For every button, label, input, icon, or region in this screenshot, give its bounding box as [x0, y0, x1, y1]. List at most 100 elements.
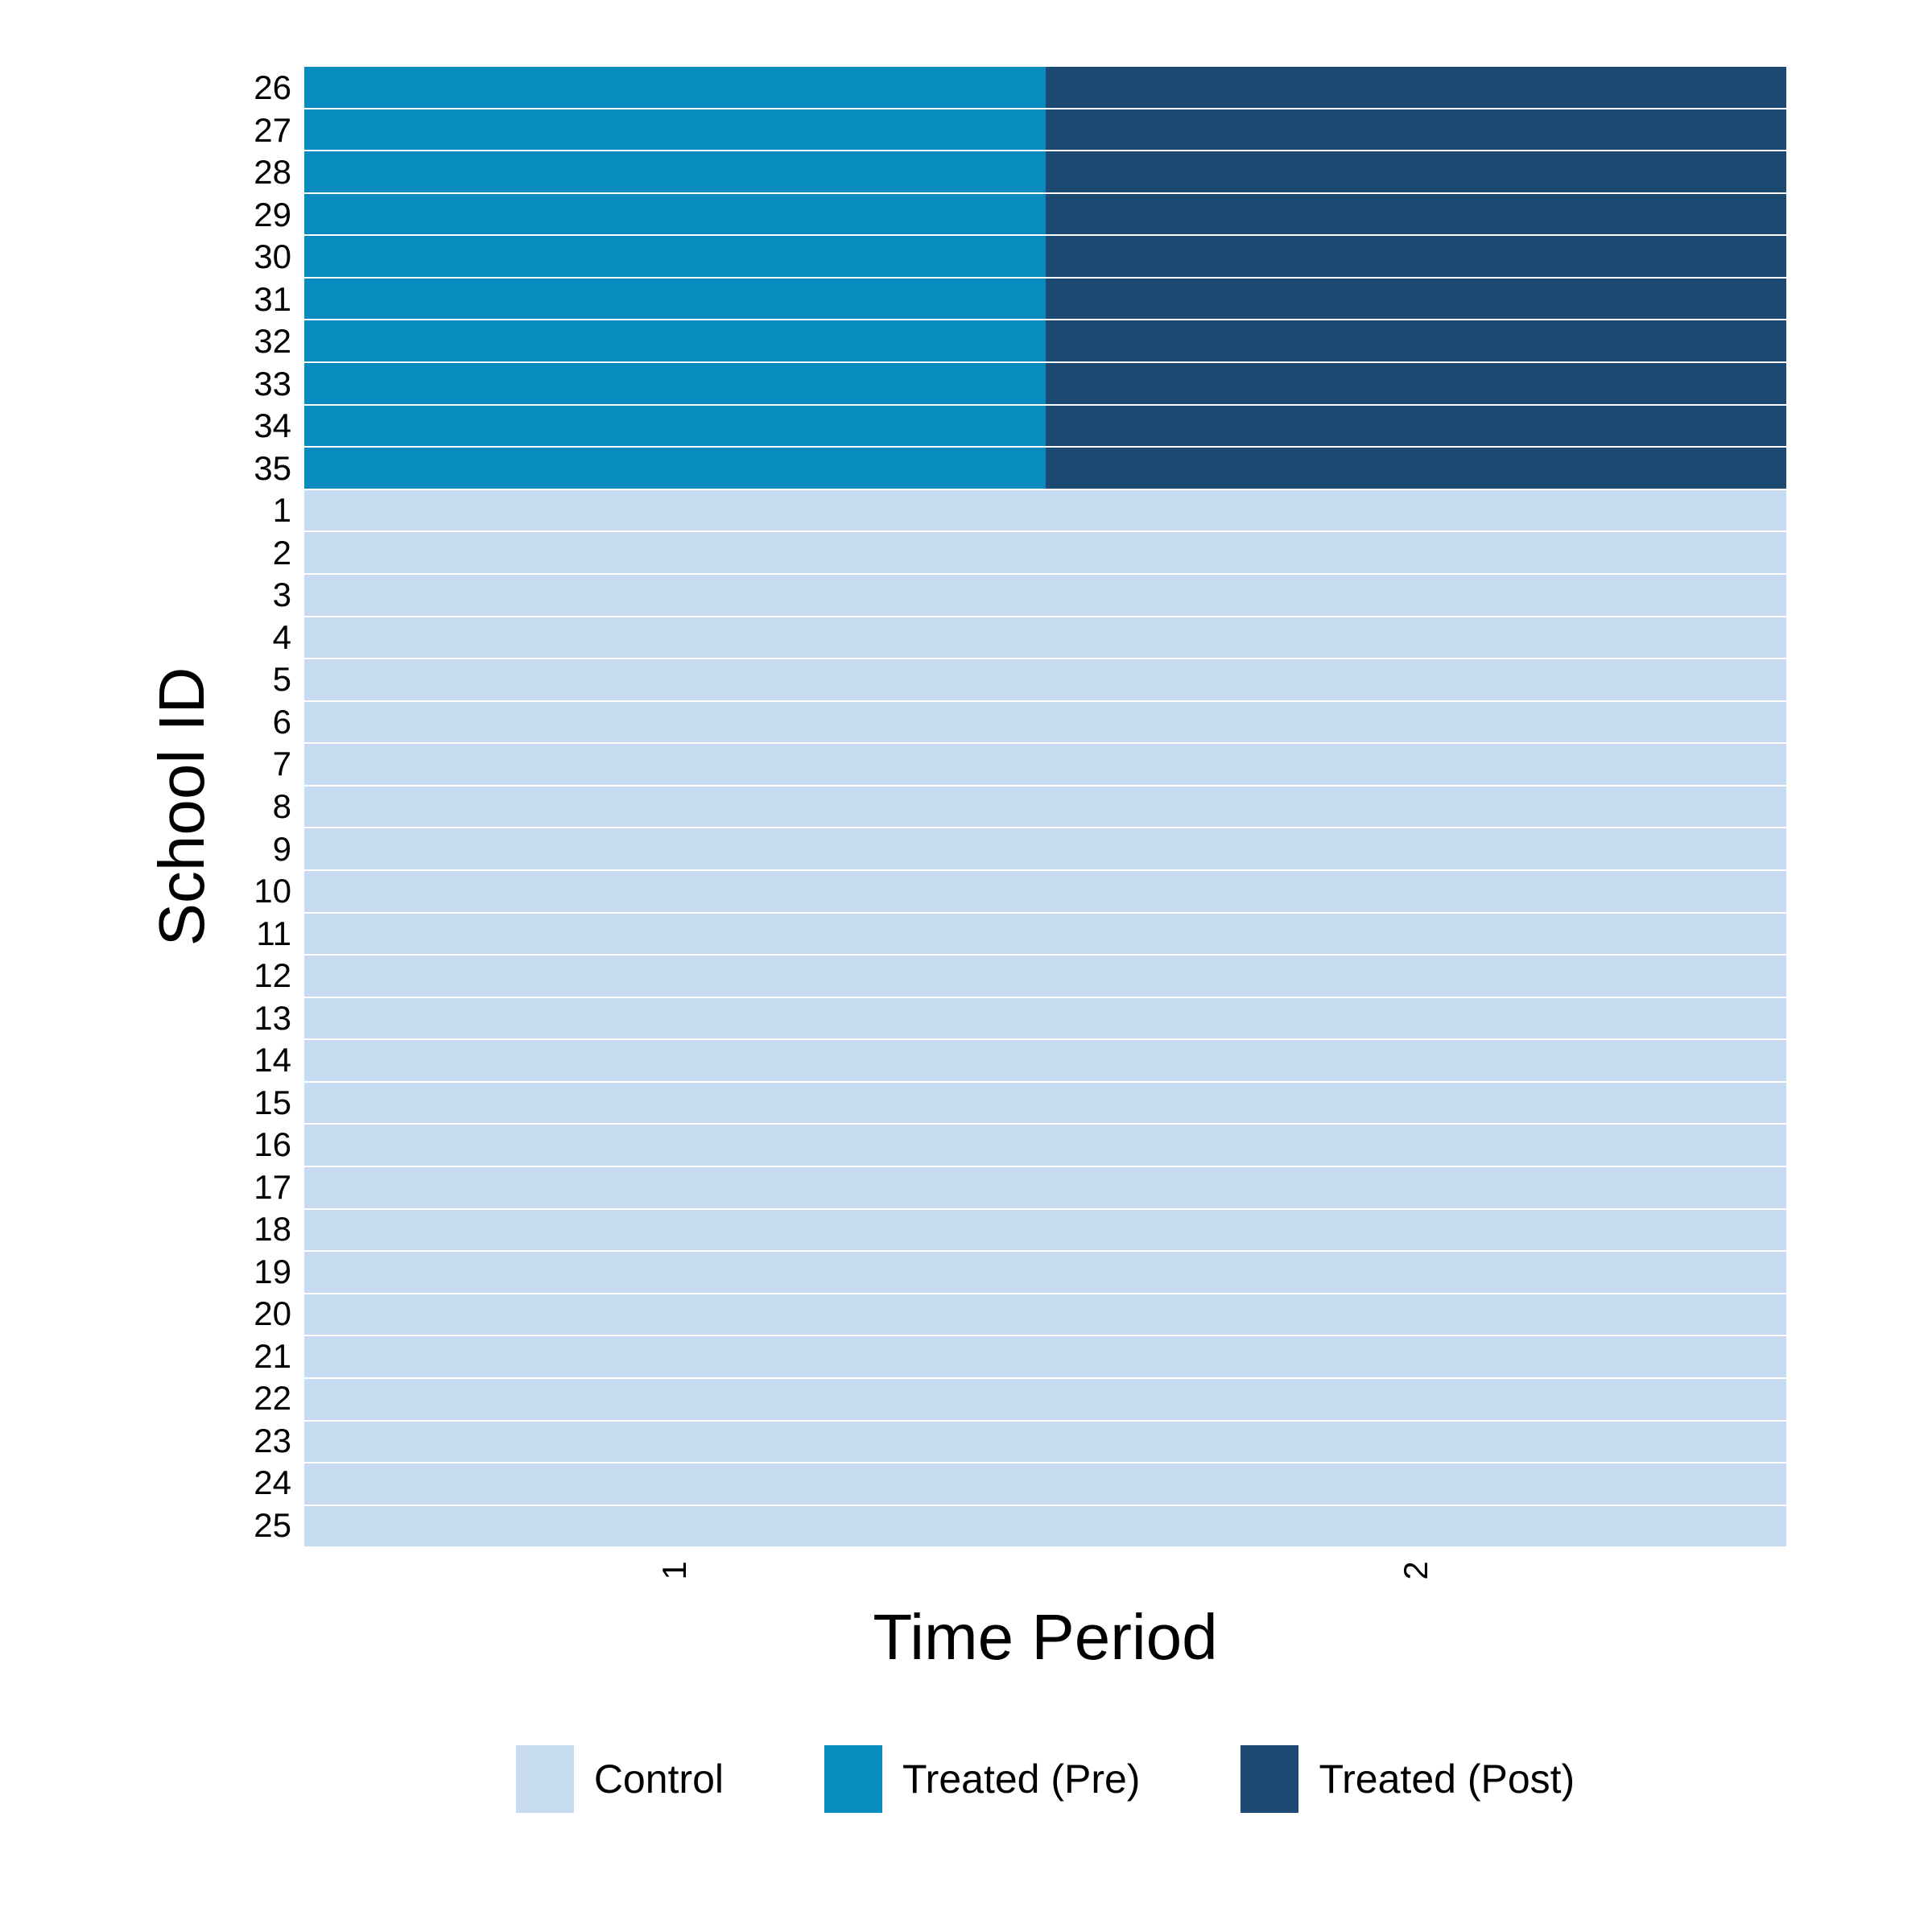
heatmap-cell — [1046, 278, 1786, 320]
heatmap-cell — [1046, 574, 1786, 616]
y-tick-label-7: 7 — [272, 745, 291, 783]
heatmap-cell — [1046, 236, 1786, 277]
heatmap-cell — [1046, 151, 1786, 192]
y-tick-label-24: 24 — [254, 1463, 291, 1502]
heatmap-cell — [304, 67, 1046, 108]
heatmap-cell — [1046, 828, 1786, 869]
heatmap-cell — [1046, 913, 1786, 955]
heatmap-cell — [1046, 448, 1786, 489]
legend-swatch-control — [515, 1744, 574, 1813]
heatmap-cell — [304, 1125, 1046, 1166]
legend-label-control: Control — [593, 1756, 724, 1802]
heatmap-cell — [304, 1167, 1046, 1208]
heatmap-cell — [304, 1463, 1046, 1505]
heatmap-row-school-28 — [304, 150, 1786, 192]
heatmap-cell — [304, 278, 1046, 320]
y-axis-title: School ID — [146, 667, 217, 947]
heatmap-row-school-29 — [304, 192, 1786, 235]
heatmap-cell — [1046, 1421, 1786, 1463]
heatmap-cell — [304, 913, 1046, 955]
y-tick-label-18: 18 — [254, 1210, 291, 1249]
heatmap-cell — [1046, 1125, 1786, 1166]
x-tick-label-period-1: 1 — [655, 1561, 693, 1580]
y-tick-label-1: 1 — [272, 491, 291, 530]
heatmap-cell — [1046, 109, 1786, 151]
heatmap-cell — [304, 532, 1046, 573]
heatmap-row-school-35 — [304, 446, 1786, 489]
heatmap-cell — [304, 236, 1046, 277]
heatmap-row-school-1 — [304, 488, 1786, 531]
y-tick-label-12: 12 — [254, 956, 291, 995]
heatmap-cell — [304, 1209, 1046, 1251]
heatmap-row-school-3 — [304, 572, 1786, 616]
heatmap-cell — [304, 997, 1046, 1039]
heatmap-cell — [1046, 1252, 1786, 1293]
heatmap-cell — [1046, 363, 1786, 404]
y-tick-label-28: 28 — [254, 153, 291, 192]
heatmap-cell — [1046, 489, 1786, 531]
y-tick-label-15: 15 — [254, 1083, 291, 1121]
y-tick-label-11: 11 — [256, 914, 291, 952]
y-tick-label-3: 3 — [272, 576, 291, 614]
heatmap-row-school-11 — [304, 911, 1786, 955]
heatmap-panel — [304, 67, 1786, 1547]
legend-item-treated-pre: Treated (Pre) — [824, 1744, 1140, 1813]
heatmap-row-school-27 — [304, 107, 1786, 151]
heatmap-cell — [304, 786, 1046, 828]
heatmap-cell — [1046, 870, 1786, 912]
y-tick-label-9: 9 — [272, 829, 291, 868]
y-tick-label-8: 8 — [272, 786, 291, 825]
y-tick-label-17: 17 — [254, 1167, 291, 1206]
heatmap-row-school-19 — [304, 1250, 1786, 1293]
heatmap-cell — [304, 828, 1046, 869]
heatmap-row-school-4 — [304, 615, 1786, 658]
heatmap-row-school-8 — [304, 784, 1786, 828]
heatmap-cell — [1046, 1209, 1786, 1251]
heatmap-cell — [1046, 744, 1786, 785]
y-tick-label-21: 21 — [254, 1336, 291, 1375]
heatmap-cell — [304, 1421, 1046, 1463]
y-tick-label-34: 34 — [254, 407, 291, 445]
x-tick-label-period-2: 2 — [1397, 1561, 1435, 1580]
legend-item-treated-post: Treated (Post) — [1241, 1744, 1575, 1813]
heatmap-cell — [304, 1082, 1046, 1124]
heatmap-cell — [304, 489, 1046, 531]
y-tick-label-25: 25 — [254, 1505, 291, 1544]
y-tick-label-31: 31 — [254, 279, 291, 318]
y-tick-label-30: 30 — [254, 237, 291, 276]
heatmap-row-school-31 — [304, 276, 1786, 320]
heatmap-row-school-14 — [304, 1038, 1786, 1081]
heatmap-row-school-20 — [304, 1292, 1786, 1335]
heatmap-cell — [1046, 1294, 1786, 1335]
heatmap-cell — [1046, 1167, 1786, 1208]
y-tick-label-13: 13 — [254, 998, 291, 1037]
y-tick-label-26: 26 — [254, 68, 291, 107]
heatmap-row-school-13 — [304, 996, 1786, 1039]
y-tick-label-22: 22 — [254, 1379, 291, 1418]
heatmap-cell — [1046, 997, 1786, 1039]
heatmap-cell — [1046, 67, 1786, 108]
y-tick-label-4: 4 — [272, 617, 291, 656]
heatmap-row-school-33 — [304, 361, 1786, 404]
heatmap-cell — [304, 1294, 1046, 1335]
heatmap-cell — [304, 956, 1046, 997]
heatmap-row-school-18 — [304, 1208, 1786, 1251]
heatmap-cell — [304, 1040, 1046, 1081]
y-tick-label-5: 5 — [272, 660, 291, 699]
heatmap-cell — [304, 320, 1046, 362]
y-tick-label-14: 14 — [254, 1041, 291, 1080]
heatmap-cell — [304, 109, 1046, 151]
heatmap-cell — [304, 701, 1046, 743]
heatmap-row-school-7 — [304, 742, 1786, 785]
y-tick-label-27: 27 — [254, 110, 291, 149]
heatmap-row-school-30 — [304, 234, 1786, 277]
y-tick-label-23: 23 — [254, 1421, 291, 1459]
y-tick-label-35: 35 — [254, 448, 291, 487]
heatmap-row-school-9 — [304, 827, 1786, 869]
y-tick-label-29: 29 — [254, 195, 291, 233]
heatmap-cell — [1046, 1463, 1786, 1505]
legend-label-treated-post: Treated (Post) — [1319, 1756, 1575, 1802]
legend-item-control: Control — [515, 1744, 724, 1813]
heatmap-row-school-32 — [304, 319, 1786, 362]
